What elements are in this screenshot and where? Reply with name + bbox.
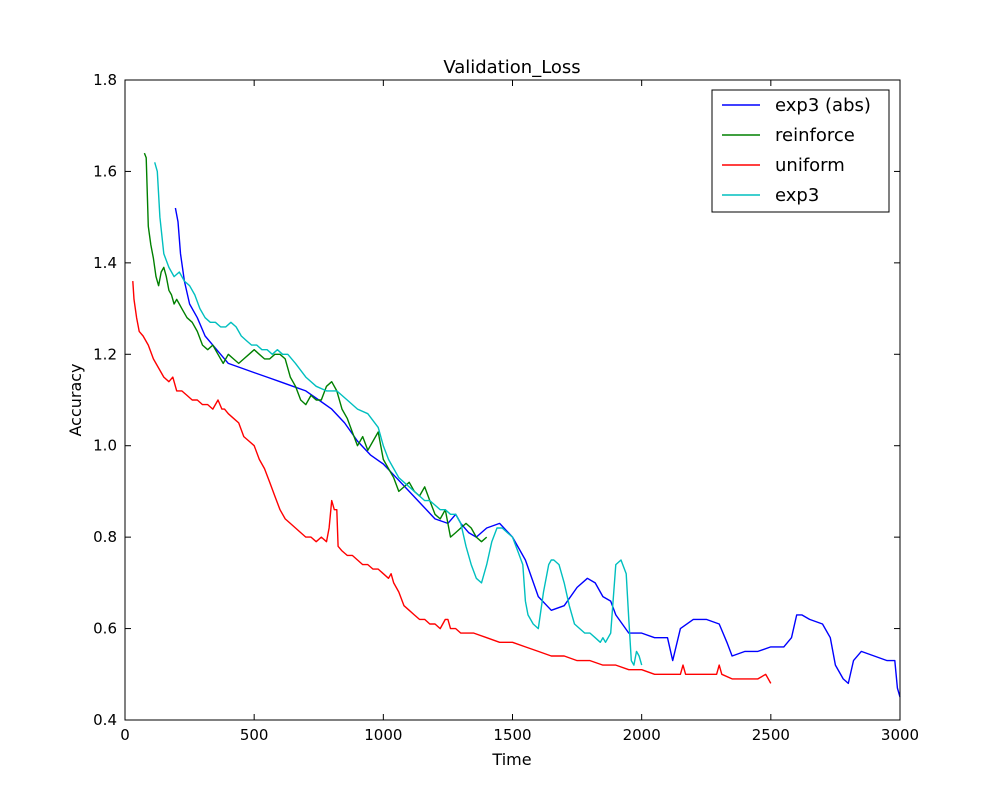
series-line-uniform [132, 281, 772, 684]
y-tick-label: 1.4 [93, 254, 117, 272]
x-tick-label: 1500 [493, 726, 531, 744]
x-tick-label: 3000 [881, 726, 919, 744]
y-tick-label: 1.2 [93, 345, 117, 363]
series-layer [132, 152, 901, 698]
x-axis-label: Time [491, 750, 531, 769]
y-tick-label: 1.6 [93, 162, 117, 180]
x-tick-label: 2000 [623, 726, 661, 744]
legend-label: exp3 (abs) [775, 95, 871, 116]
x-tick-label: 2500 [752, 726, 790, 744]
legend-label: uniform [775, 155, 845, 176]
series-line-reinforce [143, 152, 488, 543]
series-line-exp3 [154, 162, 643, 666]
y-tick-label: 1.8 [93, 71, 117, 89]
legend-box [711, 89, 890, 213]
chart-title: Validation_Loss [443, 57, 580, 78]
series-line-exp3-abs- [174, 207, 901, 698]
y-tick-label: 0.4 [93, 711, 117, 729]
x-axis: 0 500 1000 1500 2000 2500 3000 [120, 80, 919, 744]
x-tick-label: 500 [240, 726, 269, 744]
x-tick-label: 0 [120, 726, 130, 744]
legend-label: reinforce [775, 125, 855, 146]
y-axis: 0.4 0.6 0.8 1.0 1.2 1.4 1.6 1.8 [93, 71, 900, 729]
legend-label: exp3 [775, 185, 819, 206]
y-tick-label: 1.0 [93, 437, 117, 455]
y-tick-label: 0.6 [93, 620, 117, 638]
y-tick-label: 0.8 [93, 528, 117, 546]
legend: exp3 (abs) reinforce uniform exp3 [711, 89, 890, 213]
x-tick-label: 1000 [364, 726, 402, 744]
y-axis-label: Accuracy [66, 363, 85, 436]
